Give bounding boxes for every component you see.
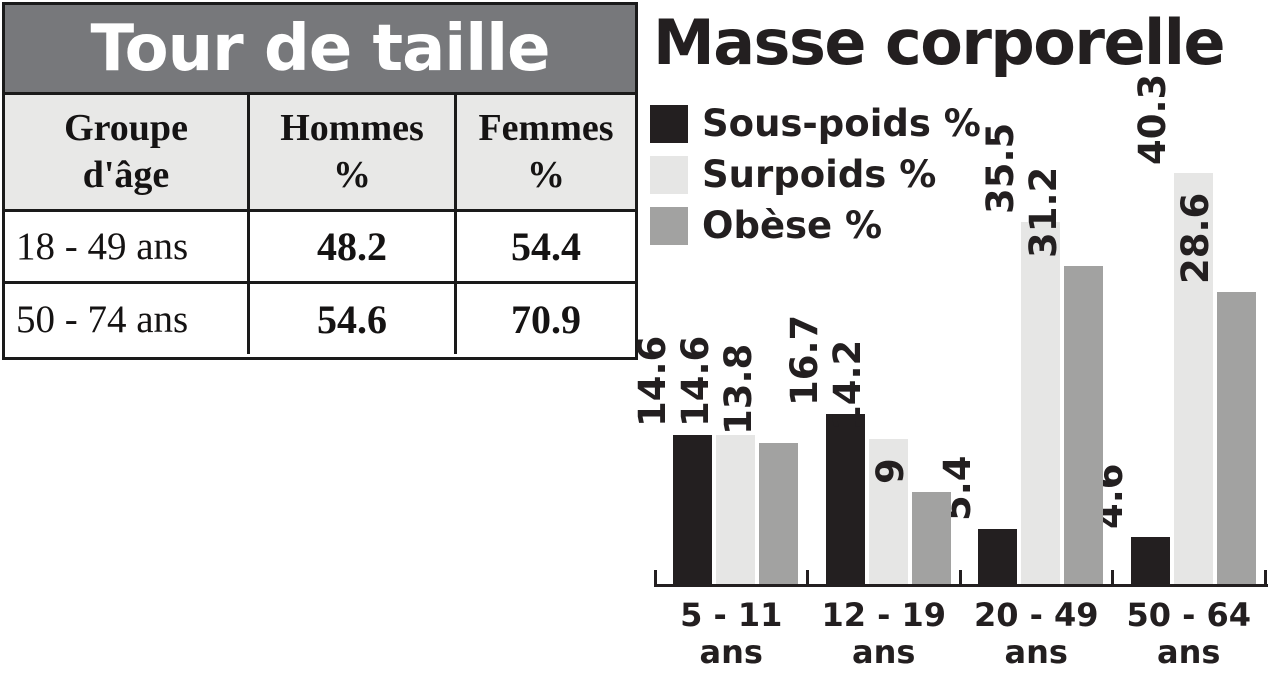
bar: [1216, 292, 1256, 584]
x-axis-label: 12 - 19 ans: [804, 597, 964, 671]
x-axis-label-line: 12 - 19: [821, 596, 947, 634]
x-axis-label: 20 - 49 ans: [956, 597, 1116, 671]
col-header-line: Hommes: [280, 107, 424, 149]
bar: [1173, 173, 1213, 584]
col-header-line: Groupe: [64, 107, 188, 149]
bar-value-label: 13.8: [716, 343, 760, 435]
bar-value-label: 14.6: [630, 335, 674, 427]
bar: [825, 414, 865, 584]
axis-tick: [653, 570, 657, 587]
col-header-line: %: [333, 154, 371, 196]
axis-tick: [958, 570, 962, 587]
col-header-age-group: Groupe d'âge: [5, 95, 247, 209]
bar-value-label: 16.7: [783, 314, 826, 406]
x-axis-label-line: 5 - 11: [680, 596, 783, 634]
bar: [716, 435, 755, 584]
legend-item: Sous-poids %: [650, 105, 981, 143]
legend-swatch: [650, 207, 688, 245]
bar: [978, 529, 1017, 584]
bar: [911, 492, 951, 584]
legend-item: Obèse %: [650, 207, 981, 245]
x-axis-label-line: ans: [1157, 633, 1221, 671]
bar: [673, 435, 712, 584]
legend-label: Sous-poids %: [702, 102, 981, 145]
table-title: Tour de taille: [5, 5, 635, 95]
chart-legend: Sous-poids % Surpoids % Obèse %: [650, 105, 981, 258]
waist-table: Tour de taille Groupe d'âge Hommes % Fem…: [2, 2, 638, 360]
x-axis-label-line: 20 - 49: [973, 596, 1099, 634]
bar: [868, 439, 908, 584]
chart-title: Masse corporelle: [653, 6, 1226, 79]
x-axis-line: [655, 584, 1268, 587]
x-axis-label-line: ans: [852, 633, 916, 671]
bar: [1064, 266, 1103, 584]
x-axis-label-line: 50 - 64: [1126, 596, 1252, 634]
x-axis-label: 50 - 64 ans: [1109, 597, 1269, 671]
legend-swatch: [650, 156, 688, 194]
bar-plot: 14.6 16.7 5.4 4.6 14.6 14.2 35.5 40.3 13.8 9 31.2 2…: [631, 0, 1280, 690]
hommes-value-cell: 54.6: [247, 281, 454, 354]
col-header-line: %: [527, 154, 565, 196]
hommes-value-cell: 48.2: [247, 209, 454, 281]
table-row-age: 18 - 49 ans: [5, 209, 247, 281]
col-header-line: Femmes: [478, 107, 614, 149]
x-axis-label-line: ans: [699, 633, 763, 671]
bar-value-label: 14.6: [673, 335, 717, 427]
axis-tick: [1111, 570, 1114, 587]
bar: [1130, 537, 1170, 584]
legend-label: Obèse %: [702, 204, 883, 247]
col-header-femmes: Femmes %: [454, 95, 635, 209]
femmes-value-cell: 54.4: [454, 209, 635, 281]
col-header-hommes: Hommes %: [247, 95, 454, 209]
legend-item: Surpoids %: [650, 156, 981, 194]
bar-value-label: 14.2: [826, 339, 869, 431]
axis-tick: [1263, 570, 1267, 587]
bar-value-label: 28.6: [1174, 192, 1217, 284]
bar-value-label: 9: [869, 458, 912, 484]
bar: [759, 443, 798, 584]
axis-tick: [806, 570, 809, 587]
bar-value-label: 31.2: [1021, 166, 1065, 258]
femmes-value-cell: 70.9: [454, 281, 635, 354]
legend-swatch: [650, 105, 688, 143]
col-header-line: d'âge: [82, 154, 170, 196]
x-axis-label: 5 - 11 ans: [651, 597, 811, 671]
bar: [1021, 222, 1060, 584]
x-axis-label-line: ans: [1004, 633, 1068, 671]
body-mass-chart: Masse corporelle Sous-poids % Surpoids % O…: [631, 0, 1280, 690]
table-grid: Groupe d'âge Hommes % Femmes % 18 - 49 a…: [5, 95, 635, 354]
table-row-age: 50 - 74 ans: [5, 281, 247, 354]
bar-value-label: 40.3: [1131, 73, 1174, 165]
legend-label: Surpoids %: [702, 153, 937, 196]
bar-value-label: 35.5: [978, 122, 1022, 214]
